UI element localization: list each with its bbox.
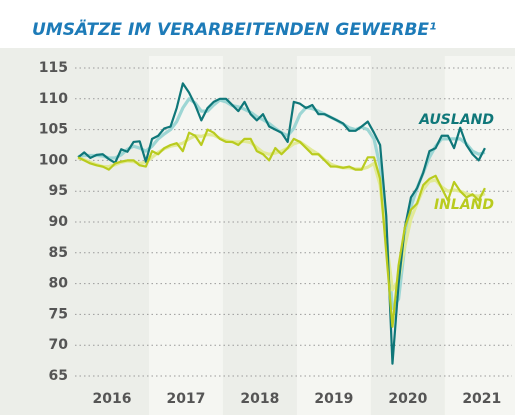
year-bands [148,56,515,415]
series-label: AUSLAND [418,112,494,128]
year-band [148,56,223,415]
y-tick-label: 90 [49,214,69,230]
year-band [296,56,371,415]
y-tick-label: 95 [49,183,68,199]
y-tick-label: 75 [49,306,68,322]
x-tick-label: 2021 [462,391,501,407]
y-tick-label: 100 [39,152,68,168]
chart-title: UMSÄTZE IM VERARBEITENDEN GEWERBE¹ [32,18,436,40]
series-line [77,128,486,328]
x-tick-label: 2019 [314,391,353,407]
year-band [444,56,515,415]
y-tick-label: 105 [39,122,68,138]
y-tick-label: 85 [49,245,68,261]
x-tick-label: 2020 [388,391,427,407]
y-tick-label: 65 [49,368,68,384]
x-tick-label: 2016 [92,391,131,407]
y-tick-label: 70 [49,337,69,353]
y-tick-label: 110 [39,91,68,107]
x-tick-label: 2018 [240,391,279,407]
y-tick-label: 80 [49,276,69,292]
series-line [77,82,486,365]
x-tick-label: 2017 [166,391,205,407]
panel [0,48,515,415]
y-tick-label: 115 [39,60,68,76]
series-label: INLAND [434,197,494,213]
